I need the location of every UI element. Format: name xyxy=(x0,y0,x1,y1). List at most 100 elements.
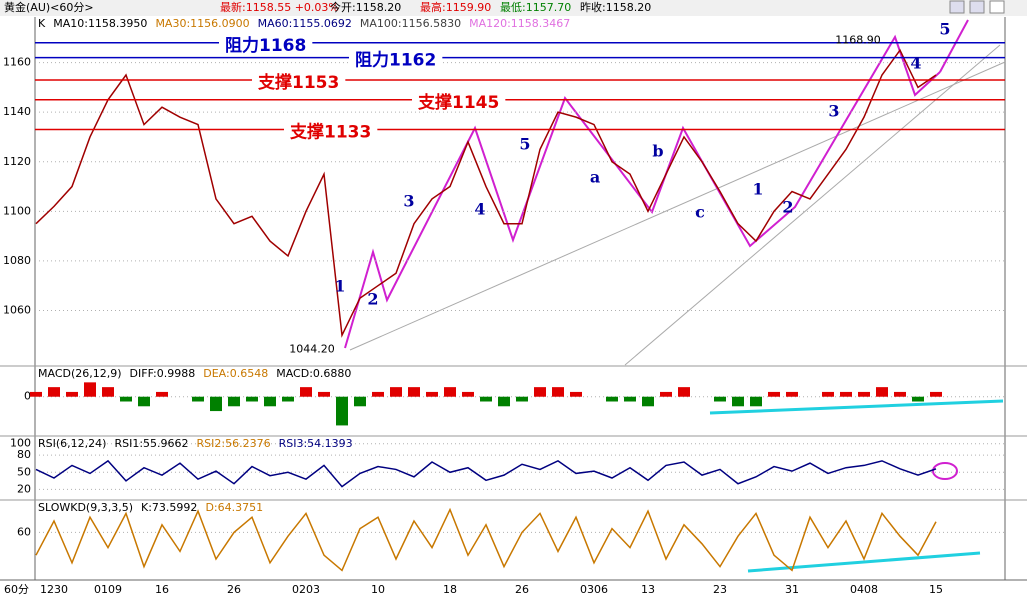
panel-header: MA60:1155.0692 xyxy=(258,17,352,30)
x-tick-label: 15 xyxy=(929,583,943,596)
bar xyxy=(768,391,780,397)
panel-header: MACD:0.6880 xyxy=(276,367,351,380)
bar xyxy=(912,396,924,402)
bar xyxy=(678,387,690,397)
bar xyxy=(48,387,60,397)
x-tick-label: 26 xyxy=(227,583,241,596)
x-tick-label: 0109 xyxy=(94,583,122,596)
panel-header: RSI(6,12,24) xyxy=(38,437,106,450)
bar xyxy=(444,387,456,397)
y-tick-label: 50 xyxy=(17,465,31,478)
bar xyxy=(210,396,222,412)
bar xyxy=(156,391,168,397)
status-text: 昨收:1158.20 xyxy=(580,0,651,14)
bar xyxy=(120,396,132,402)
bar xyxy=(498,396,510,407)
bar xyxy=(66,391,78,397)
bar xyxy=(318,391,330,397)
wave-label: 3 xyxy=(828,102,839,121)
x-tick-label: 13 xyxy=(641,583,655,596)
wave-label: a xyxy=(590,168,600,187)
bar xyxy=(138,396,150,407)
bar xyxy=(300,387,312,397)
y-tick-label: 0 xyxy=(24,390,31,403)
bar xyxy=(714,396,726,402)
panel-header: DIFF:0.9988 xyxy=(130,367,196,380)
y-tick-label: 60 xyxy=(17,525,31,538)
x-tick-label: 1230 xyxy=(40,583,68,596)
status-text: 黄金(AU)<60分> xyxy=(4,0,94,14)
x-tick-label: 23 xyxy=(713,583,727,596)
highlight xyxy=(932,462,958,480)
bar xyxy=(426,391,438,397)
bar xyxy=(372,391,384,397)
bar xyxy=(894,391,906,397)
series-line xyxy=(35,459,937,488)
wave-label: c xyxy=(695,203,705,222)
wave-label: 5 xyxy=(939,20,950,39)
maximize[interactable] xyxy=(989,0,1005,14)
wave-label: 4 xyxy=(474,200,485,219)
y-tick-label: 1100 xyxy=(3,204,31,217)
bar xyxy=(930,391,942,397)
trend-line xyxy=(624,44,1001,366)
panel-header: MACD(26,12,9) xyxy=(38,367,122,380)
panel-header: MA100:1156.5830 xyxy=(360,17,461,30)
bar xyxy=(390,387,402,397)
panel-header: RSI3:54.1393 xyxy=(279,437,353,450)
label-bg xyxy=(412,91,506,108)
x-tick-label: 26 xyxy=(515,583,529,596)
panel-header: DEA:0.6548 xyxy=(203,367,268,380)
series-line xyxy=(35,507,937,572)
bar xyxy=(534,387,546,397)
wave-arrow xyxy=(939,19,969,73)
series-line xyxy=(35,48,937,338)
price-label: 1168.90 xyxy=(835,34,881,47)
status-text: 最低:1157.70 xyxy=(500,1,571,14)
bar xyxy=(732,396,744,407)
bar xyxy=(354,396,366,407)
y-tick-label: 20 xyxy=(17,482,31,495)
x-axis-unit: 60分 xyxy=(4,583,29,596)
bar xyxy=(750,396,762,407)
wave-label: b xyxy=(652,142,663,161)
bar xyxy=(876,387,888,397)
bar xyxy=(480,396,492,402)
x-tick-label: 0306 xyxy=(580,583,608,596)
panel-header: MA120:1158.3467 xyxy=(469,17,570,30)
y-tick-label: 100 xyxy=(10,437,31,450)
bar xyxy=(228,396,240,407)
y-tick-label: 1080 xyxy=(3,254,31,267)
level-label: 支撑1153 xyxy=(258,72,339,93)
bar xyxy=(552,387,564,397)
label-bg xyxy=(219,34,313,51)
level-label: 支撑1145 xyxy=(418,92,499,113)
y-tick-label: 1160 xyxy=(3,56,31,69)
x-tick-label: 18 xyxy=(443,583,457,596)
panel-header: RSI2:56.2376 xyxy=(197,437,271,450)
wave-label: 3 xyxy=(403,192,414,211)
label-bg xyxy=(252,71,346,88)
x-tick-label: 16 xyxy=(155,583,169,596)
wave-label: 1 xyxy=(334,277,345,296)
scroll-left[interactable] xyxy=(949,0,965,14)
x-tick-label: 31 xyxy=(785,583,799,596)
bar xyxy=(606,396,618,402)
status-text: 最新:1158.55 +0.03% xyxy=(220,0,339,14)
bar xyxy=(516,396,528,402)
bar xyxy=(840,391,852,397)
bar xyxy=(282,396,294,402)
status-text: 今开:1158.20 xyxy=(330,0,401,14)
bar xyxy=(642,396,654,407)
scroll-right[interactable] xyxy=(969,0,985,14)
status-bar xyxy=(0,0,1027,16)
divergence-line xyxy=(747,551,981,573)
wave-label: 2 xyxy=(367,290,378,309)
bar xyxy=(822,391,834,397)
x-tick-label: 10 xyxy=(371,583,385,596)
bar xyxy=(786,391,798,397)
label-bg xyxy=(284,121,378,138)
level-label: 阻力1168 xyxy=(225,35,306,56)
x-tick-label: 0408 xyxy=(850,583,878,596)
